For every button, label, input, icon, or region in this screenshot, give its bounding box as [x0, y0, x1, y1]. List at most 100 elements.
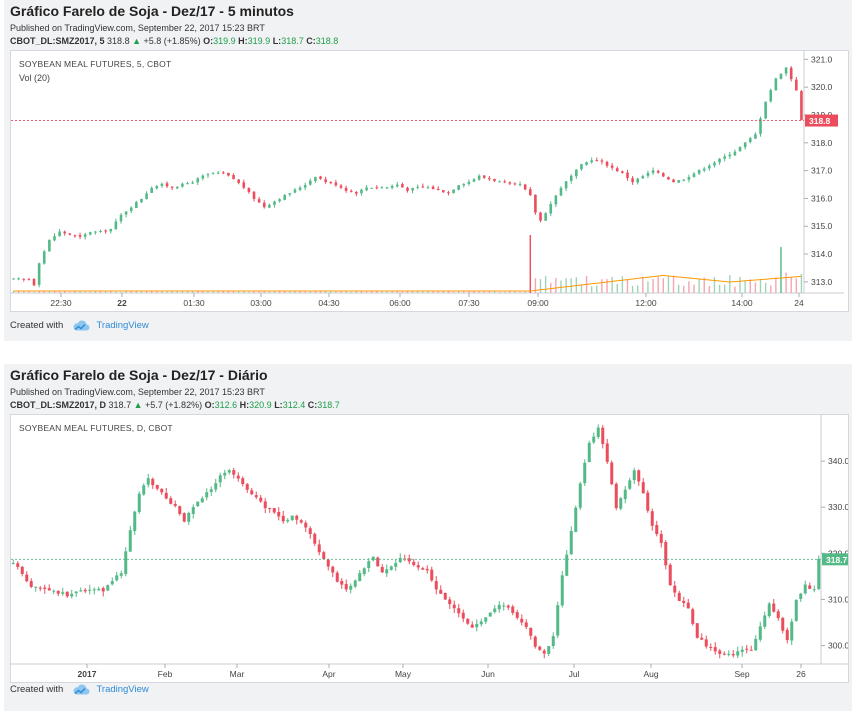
candle-body: [651, 170, 655, 173]
candle-body: [83, 589, 87, 592]
candle-body: [155, 484, 159, 489]
volume-bar: [186, 290, 189, 293]
candle-body: [223, 472, 227, 476]
candle-body: [655, 525, 659, 535]
candle-body: [218, 475, 222, 483]
candle-body: [502, 605, 506, 607]
volume-bar: [110, 290, 112, 293]
candle-body: [554, 195, 558, 205]
candle-body: [61, 592, 65, 594]
volume-bar: [626, 279, 629, 293]
x-tick-label: 22: [117, 298, 127, 308]
candle-body: [308, 180, 312, 185]
candle-body: [610, 462, 614, 485]
candle-body: [702, 168, 706, 171]
candle-body: [776, 611, 780, 619]
candle-body: [569, 175, 573, 181]
tradingview-link[interactable]: TradingView: [96, 320, 149, 332]
price-tag-bg: [822, 553, 848, 566]
candle-body: [181, 183, 184, 187]
tradingview-link[interactable]: TradingView: [96, 684, 149, 696]
y-tick-label: 318.0: [811, 138, 833, 148]
quote-symbol: CBOT_DL:SMZ2017, 5: [10, 36, 105, 46]
candle-body: [769, 90, 773, 102]
volume-bar: [565, 278, 567, 293]
volume-bar: [17, 290, 20, 293]
volume-bar: [64, 290, 66, 293]
volume-bar: [243, 290, 245, 293]
candle-body: [646, 492, 650, 511]
candle-body: [326, 559, 330, 567]
volume-bar: [319, 291, 322, 293]
quote-close-label: C:: [307, 400, 318, 410]
x-tick-label: Jul: [569, 669, 580, 679]
volume-bar: [550, 282, 552, 293]
volume-bar: [355, 291, 358, 293]
candle-body: [288, 193, 292, 195]
x-tick-label: 03:00: [250, 298, 272, 308]
candle-body: [538, 646, 542, 650]
candle-body: [506, 605, 510, 608]
candle-body: [656, 170, 660, 173]
candle-body: [779, 74, 783, 79]
candle-body: [583, 462, 587, 484]
candle-body: [200, 498, 204, 503]
candle-body: [38, 587, 42, 589]
volume-bar: [417, 290, 419, 293]
candle-body: [718, 650, 722, 654]
volume-bar: [125, 291, 127, 293]
volume-bar: [478, 291, 480, 293]
volume-bar: [534, 278, 537, 293]
candlestick-chart-daily[interactable]: 300.0310.0320.0330.0340.02017FebMarAprMa…: [11, 415, 848, 682]
candle-body: [488, 178, 491, 180]
volume-bar: [662, 278, 665, 293]
y-tick-label: 316.0: [811, 193, 833, 203]
candle-body: [313, 533, 317, 544]
candle-body: [349, 190, 353, 192]
volume-bar: [401, 291, 404, 293]
price-tag: 318.7: [826, 555, 848, 565]
candle-body: [227, 470, 231, 473]
candle-body: [407, 558, 411, 562]
candle-body: [457, 185, 460, 190]
volume-bar: [616, 283, 618, 293]
candle-body: [722, 653, 726, 655]
candle-body: [263, 501, 267, 509]
candle-body: [785, 629, 789, 641]
volume-bar: [452, 291, 455, 293]
candle-body: [528, 189, 532, 196]
candle-body: [503, 181, 507, 183]
candle-body: [94, 231, 97, 233]
candle-body: [691, 609, 695, 624]
quote-high-label: H:: [238, 36, 248, 46]
candle-body: [140, 198, 143, 203]
candle-body: [146, 478, 150, 485]
tradingview-cloud-icon[interactable]: [72, 684, 90, 695]
candle-body: [749, 649, 753, 651]
volume-bar: [350, 291, 352, 293]
candle-body: [83, 234, 87, 237]
volume-bar: [606, 279, 608, 293]
candle-body: [63, 231, 67, 234]
volume-bar: [130, 290, 132, 293]
chart-area[interactable]: 313.0314.0315.0316.0317.0318.0319.0320.0…: [10, 50, 849, 312]
candle-body: [664, 542, 668, 566]
candle-body: [22, 278, 26, 280]
volume-bar: [115, 291, 117, 293]
volume-bar: [504, 291, 506, 293]
candle-body: [182, 513, 186, 522]
candle-body: [97, 588, 101, 591]
candle-body: [817, 558, 821, 589]
chart-area[interactable]: 300.0310.0320.0330.0340.02017FebMarAprMa…: [10, 414, 849, 683]
volume-bar: [248, 291, 250, 293]
candle-body: [142, 485, 146, 495]
volume-bar: [294, 290, 296, 293]
volume-bar: [770, 285, 772, 293]
volume-bar: [775, 277, 777, 293]
candle-body: [17, 278, 20, 280]
tradingview-cloud-icon[interactable]: [72, 320, 90, 331]
volume-ma-line: [13, 274, 802, 292]
candle-body: [74, 591, 78, 594]
candlestick-chart-5min[interactable]: 313.0314.0315.0316.0317.0318.0319.0320.0…: [11, 51, 848, 311]
candle-body: [344, 583, 348, 590]
